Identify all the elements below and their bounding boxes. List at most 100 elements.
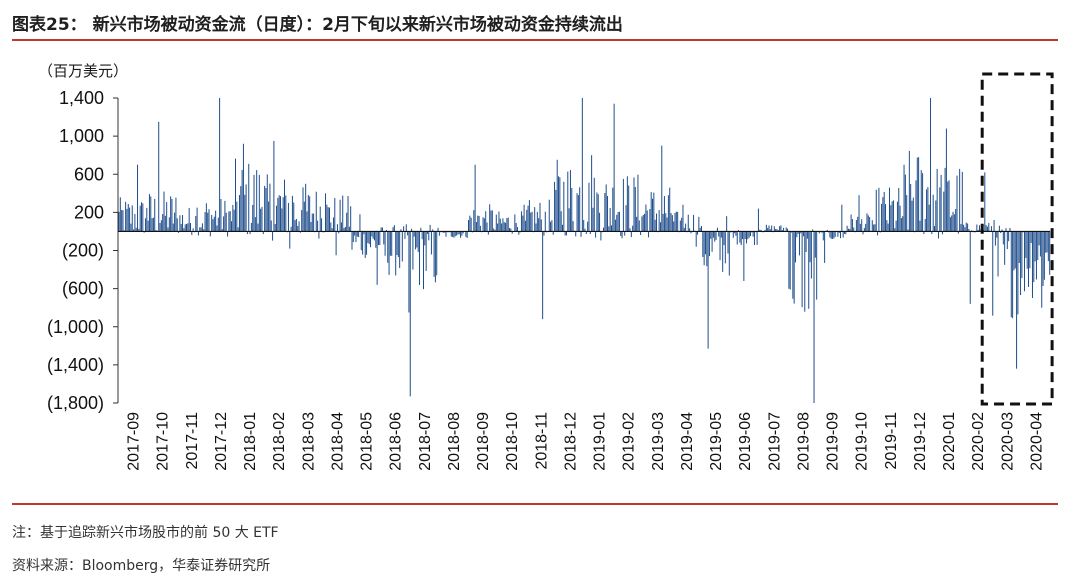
- flow-bar: [886, 220, 888, 232]
- flow-bar: [652, 198, 654, 232]
- flow-bar: [650, 192, 652, 232]
- flow-bar: [223, 216, 225, 232]
- flow-bar: [343, 227, 345, 232]
- flow-bar: [1034, 231, 1036, 262]
- flow-bar: [477, 215, 479, 232]
- flow-bar: [708, 231, 710, 257]
- flow-bar: [812, 229, 814, 232]
- flow-bar: [163, 191, 165, 232]
- flow-bar: [404, 231, 406, 239]
- flow-bar: [900, 218, 902, 232]
- flow-bar: [503, 222, 505, 232]
- x-tick-label: 2019-01: [592, 412, 609, 471]
- flow-bar: [1026, 231, 1028, 269]
- flow-bar: [629, 228, 631, 232]
- flow-bar: [702, 231, 704, 257]
- flow-bar: [159, 223, 161, 232]
- flow-bar: [554, 181, 556, 232]
- flow-bar: [779, 226, 781, 232]
- flow-bar: [191, 231, 193, 235]
- flow-bar: [401, 231, 403, 262]
- flow-bar: [874, 224, 876, 232]
- flow-bar: [808, 231, 810, 309]
- flow-bar: [141, 202, 143, 232]
- flow-bar: [701, 226, 702, 232]
- flow-bar: [871, 220, 873, 232]
- footer-divider: [12, 503, 1058, 505]
- flow-bar: [119, 197, 121, 232]
- flow-bar: [659, 222, 661, 232]
- flow-bar: [838, 231, 840, 234]
- flow-bar: [482, 217, 484, 232]
- flow-bar: [150, 196, 152, 232]
- flow-bar: [303, 201, 305, 232]
- flow-bar: [416, 231, 418, 248]
- flow-bar: [744, 231, 746, 240]
- flow-bar: [746, 231, 748, 244]
- flow-bar: [461, 231, 463, 236]
- flow-bar: [195, 216, 197, 232]
- flow-bar: [637, 174, 639, 232]
- flow-bar: [444, 231, 446, 233]
- flow-bar: [432, 229, 434, 232]
- flow-bar: [673, 221, 675, 232]
- flow-bar: [366, 231, 368, 255]
- flow-bar: [990, 226, 992, 232]
- flow-bar: [542, 231, 544, 320]
- flow-bar: [620, 231, 622, 236]
- flow-bar: [392, 227, 394, 232]
- flow-bar: [584, 228, 586, 232]
- flow-bar: [1006, 231, 1008, 250]
- flow-bar: [585, 231, 587, 235]
- flow-bar: [863, 227, 865, 232]
- flow-bar: [649, 209, 651, 232]
- flow-bar: [617, 212, 619, 232]
- flow-bar: [728, 231, 730, 276]
- flow-bar: [781, 230, 783, 232]
- x-tick-label: 2018-06: [388, 412, 405, 471]
- flow-bar: [171, 198, 173, 232]
- flow-bar: [126, 208, 128, 232]
- flow-bar: [466, 231, 468, 238]
- flow-bar: [777, 230, 779, 232]
- flow-bar: [610, 225, 612, 232]
- flow-bar: [956, 175, 958, 232]
- flow-bar: [540, 219, 542, 232]
- flow-bar: [479, 225, 481, 232]
- flow-bar: [951, 215, 953, 232]
- flow-bar: [992, 231, 994, 316]
- flow-bar: [356, 231, 358, 237]
- flow-bar: [857, 216, 859, 232]
- flow-bar: [252, 204, 254, 232]
- flow-bar: [188, 207, 190, 232]
- y-tick-label: 600: [74, 164, 104, 184]
- flow-bar: [928, 204, 930, 232]
- flow-bar: [565, 231, 567, 236]
- flow-bar: [1009, 227, 1011, 232]
- y-tick-label: 200: [74, 202, 104, 222]
- flow-bar: [174, 212, 176, 232]
- flow-bar: [368, 231, 370, 245]
- flow-bar: [759, 229, 761, 232]
- flow-bar: [616, 214, 618, 232]
- flow-bar: [591, 155, 593, 232]
- flow-bar: [280, 196, 282, 232]
- flow-bar: [628, 185, 630, 232]
- flow-bar: [130, 223, 132, 232]
- flow-bar: [760, 229, 762, 232]
- flow-bar: [952, 211, 954, 232]
- flow-bar: [359, 214, 361, 232]
- flow-bar: [910, 183, 912, 232]
- flow-bar: [154, 198, 156, 232]
- flow-bar: [904, 174, 906, 232]
- flow-bar: [215, 210, 217, 232]
- flow-bar: [355, 231, 357, 243]
- y-tick-label: 1,000: [59, 126, 104, 146]
- x-tick-label: 2020-02: [970, 412, 987, 471]
- flow-bar: [232, 204, 234, 232]
- flow-bar: [262, 231, 264, 235]
- flow-bar: [506, 218, 508, 232]
- flow-bar: [522, 215, 524, 232]
- flow-bar: [478, 216, 480, 232]
- flow-bar: [388, 231, 390, 275]
